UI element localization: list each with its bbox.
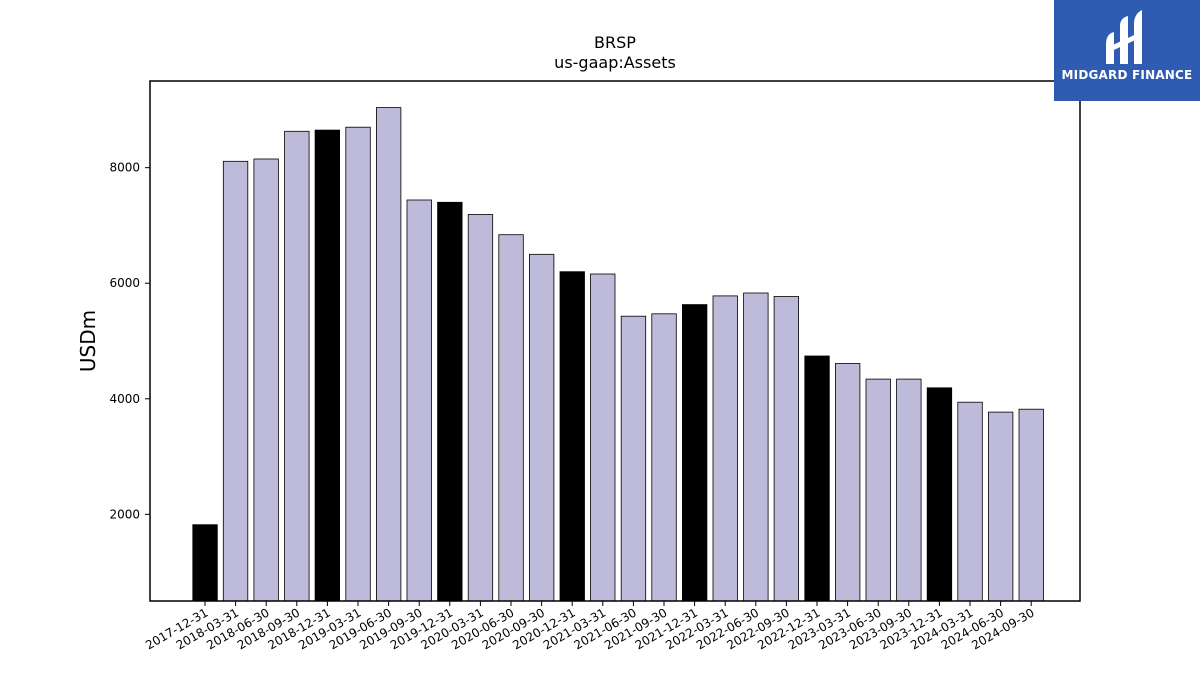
chart-subtitle: us-gaap:Assets <box>554 53 676 72</box>
bar-2023-06-30 <box>865 378 891 602</box>
bar-2020-12-31 <box>559 271 585 602</box>
y-ticks-group: 2000 4000 6000 8000 <box>109 161 150 521</box>
bar-2019-12-31 <box>437 201 463 602</box>
bar-2023-09-30 <box>896 378 922 602</box>
bar-2022-09-30 <box>773 296 799 602</box>
bar-2019-03-31 <box>345 126 371 602</box>
bar-2019-06-30 <box>375 107 402 602</box>
y-tick-label: 8000 <box>109 161 140 175</box>
bar-2021-03-31 <box>590 273 616 602</box>
bar-2023-12-31 <box>926 387 953 602</box>
bar-2024-03-31 <box>957 401 983 602</box>
bar-2018-12-31 <box>314 129 341 602</box>
bar-2020-09-30 <box>529 253 555 602</box>
bar-2021-09-30 <box>651 313 677 602</box>
bar-2020-06-30 <box>498 234 524 602</box>
y-axis-label: USDm <box>76 310 100 372</box>
midgard-finance-logo: MIDGARD FINANCE <box>1054 0 1200 101</box>
bar-2017-12-31 <box>192 524 218 602</box>
bar-2021-06-30 <box>620 315 647 602</box>
bars-group <box>192 107 1044 602</box>
bar-2018-06-30 <box>253 158 279 602</box>
bar-2018-03-31 <box>222 160 249 602</box>
bar-2022-12-31 <box>804 355 830 602</box>
midgard-logo-icon <box>1106 10 1142 64</box>
bar-2023-03-31 <box>835 363 861 602</box>
chart-title: BRSP <box>594 33 636 52</box>
bar-2019-09-30 <box>406 199 432 602</box>
bar-2021-12-31 <box>682 304 708 602</box>
bar-2024-06-30 <box>988 411 1014 602</box>
logo-text: MIDGARD FINANCE <box>1061 68 1193 82</box>
bar-2024-09-30 <box>1018 408 1044 602</box>
bar-2022-03-31 <box>712 295 738 602</box>
bar-2018-09-30 <box>284 130 310 602</box>
y-tick-label: 2000 <box>109 507 140 521</box>
bar-2022-06-30 <box>743 292 769 602</box>
plot-frame <box>149 80 1081 602</box>
y-tick-label: 6000 <box>109 276 140 290</box>
y-tick-label: 4000 <box>109 392 140 406</box>
bar-2020-03-31 <box>467 214 494 602</box>
x-ticks-group: 2017-12-312018-03-312018-06-302018-09-30… <box>143 601 1037 652</box>
